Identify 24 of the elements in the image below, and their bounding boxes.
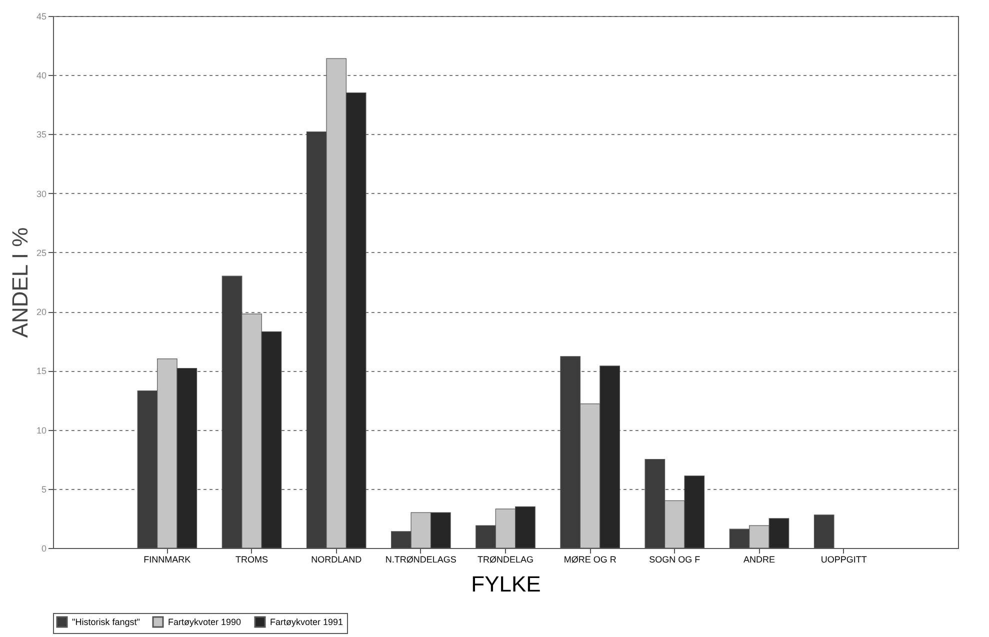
y-tick-label: 45 <box>36 12 46 22</box>
y-tick-label: 15 <box>36 366 46 376</box>
x-axis-title: FYLKE <box>471 572 541 596</box>
legend-label: Fartøykvoter 1990 <box>168 617 242 627</box>
y-tick-label: 35 <box>36 130 46 140</box>
x-tick-label: TROMS <box>236 554 268 564</box>
y-tick-label: 5 <box>41 484 46 494</box>
y-tick-label: 40 <box>36 70 46 81</box>
y-tick-label: 20 <box>36 307 46 318</box>
x-tick-label: NORDLAND <box>311 554 362 564</box>
x-tick-label: FINNMARK <box>144 554 191 564</box>
legend-label: Fartøykvoter 1991 <box>270 617 344 627</box>
x-tick-label: MØRE OG R <box>564 554 617 564</box>
x-tick-label: SOGN OG F <box>649 554 701 564</box>
legend-label: "Historisk fangst" <box>72 617 140 627</box>
x-tick-label: ANDRE <box>743 554 775 564</box>
x-tick-label: N.TRØNDELAGS <box>385 554 456 564</box>
y-tick-label: 25 <box>36 248 46 258</box>
y-tick-label: 30 <box>36 188 46 199</box>
x-tick-label: TRØNDELAG <box>477 554 534 564</box>
y-tick-label: 10 <box>36 425 46 436</box>
y-axis-title: ANDEL I % <box>7 227 32 338</box>
y-tick-label: 0 <box>41 544 46 554</box>
x-tick-label: UOPPGITT <box>820 554 868 564</box>
